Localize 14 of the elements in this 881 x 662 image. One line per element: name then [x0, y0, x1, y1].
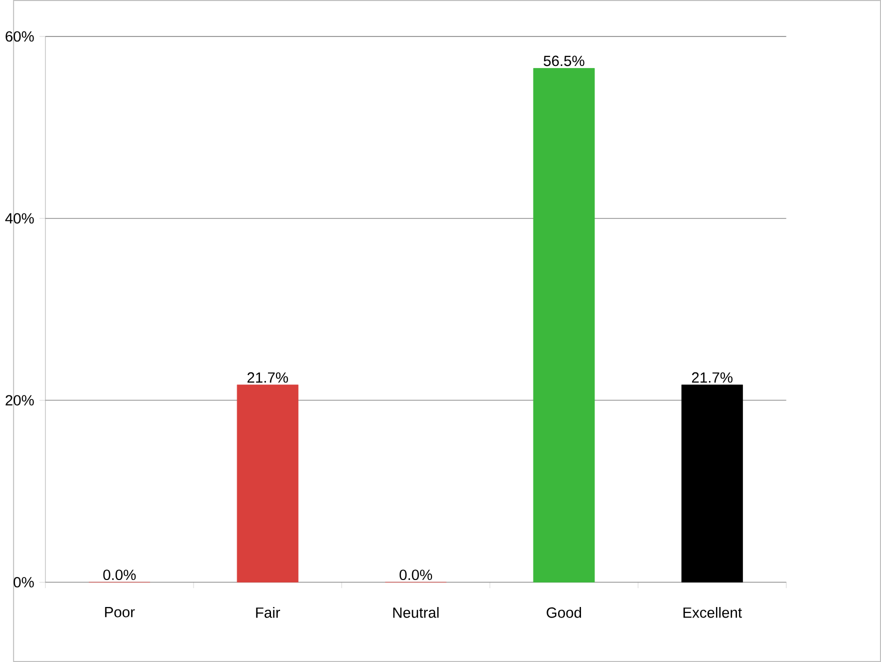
x-tick-label: Good — [546, 607, 582, 618]
y-tick-label: 20% — [6, 395, 34, 406]
data-label: 21.7% — [248, 372, 288, 383]
x-tick-label: Poor — [105, 607, 135, 618]
x-tick-label: Fair — [256, 607, 280, 618]
data-label: 21.7% — [692, 372, 732, 383]
data-label: 0.0% — [400, 570, 432, 580]
data-label: 0.0% — [103, 570, 136, 580]
y-tick-label: 40% — [5, 213, 34, 224]
y-tick-label: 0% — [14, 577, 34, 588]
x-tick-label: Excellent — [683, 607, 742, 618]
data-label: 56.5% — [544, 56, 584, 66]
y-tick-label: 60% — [6, 31, 34, 42]
x-tick-label: Neutral — [393, 607, 439, 618]
